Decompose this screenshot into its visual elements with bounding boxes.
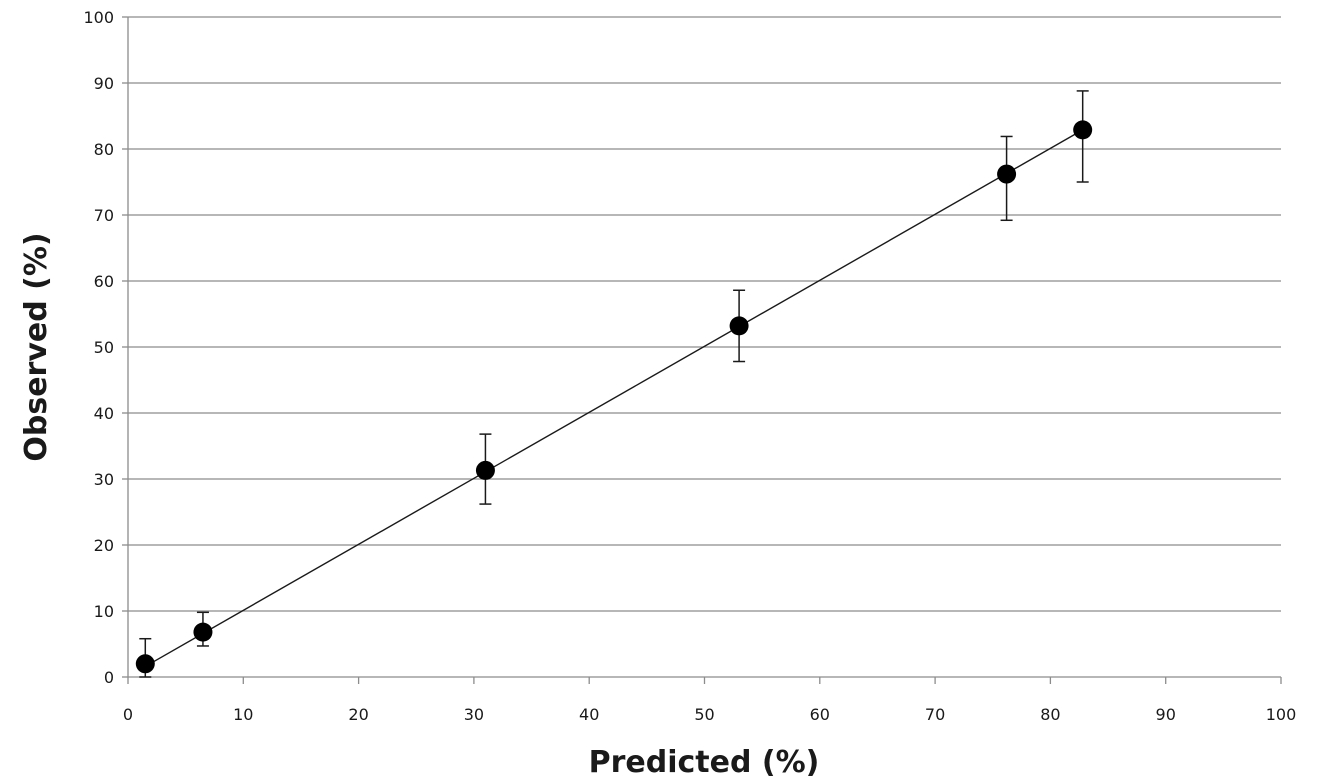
- data-point-0: [135, 654, 155, 674]
- x-tick-label-3: 30: [464, 705, 484, 724]
- x-tick-label-5: 50: [694, 705, 714, 724]
- y-tick-label-2: 20: [94, 536, 114, 555]
- x-tick-label-0: 0: [123, 705, 133, 724]
- y-axis-title: Observed (%): [19, 232, 54, 461]
- x-tick-label-9: 90: [1156, 705, 1176, 724]
- data-point-1: [193, 622, 213, 642]
- x-tick-label-2: 20: [348, 705, 368, 724]
- y-tick-label-10: 100: [83, 8, 114, 27]
- x-axis-title: Predicted (%): [589, 745, 820, 780]
- data-point-3: [729, 316, 749, 336]
- y-tick-label-9: 90: [94, 74, 114, 93]
- fit-line: [144, 129, 1084, 668]
- data-points: [135, 120, 1093, 674]
- y-tick-label-3: 30: [94, 470, 114, 489]
- data-point-2: [475, 460, 495, 480]
- x-tick-label-6: 60: [810, 705, 830, 724]
- y-tick-label-1: 10: [94, 602, 114, 621]
- fit-line-group: [144, 129, 1084, 668]
- grid-lines: [128, 16, 1281, 612]
- y-tick-label-6: 60: [94, 272, 114, 291]
- y-tick-label-8: 80: [94, 140, 114, 159]
- data-point-4: [997, 164, 1017, 184]
- tick-labels: 0 10 20 30 40 50 60 70 80 90 100 0 10 20 30 40 50 60 70 80 9…: [83, 8, 1296, 724]
- x-tick-label-7: 70: [925, 705, 945, 724]
- axes: [122, 16, 1282, 684]
- x-tick-label-1: 10: [233, 705, 253, 724]
- y-tick-label-4: 40: [94, 404, 114, 423]
- data-point-5: [1073, 120, 1093, 140]
- y-tick-label-7: 70: [94, 206, 114, 225]
- y-tick-label-5: 50: [94, 338, 114, 357]
- x-tick-label-4: 40: [579, 705, 599, 724]
- x-tick-label-10: 100: [1266, 705, 1297, 724]
- y-tick-label-0: 0: [104, 668, 114, 687]
- x-tick-label-8: 80: [1040, 705, 1060, 724]
